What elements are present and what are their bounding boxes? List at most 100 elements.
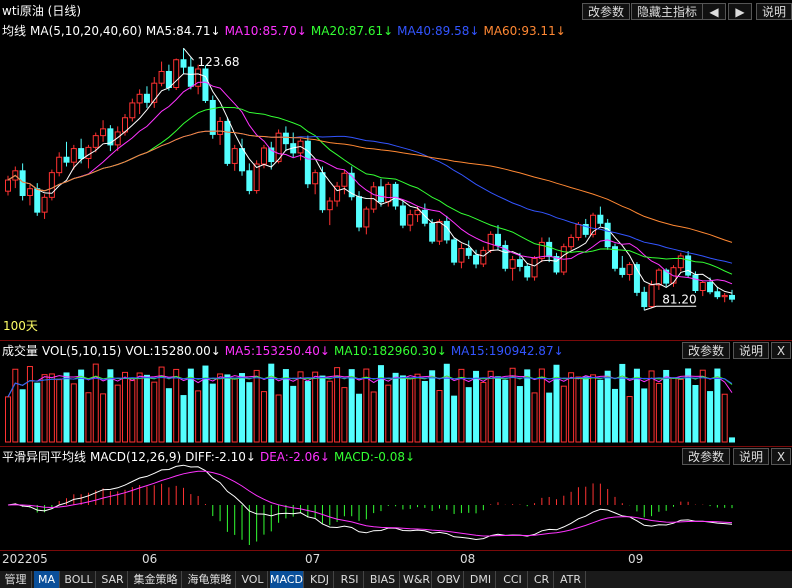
volume-bar bbox=[260, 391, 267, 443]
candle-body bbox=[546, 241, 553, 258]
volume-bar bbox=[41, 374, 48, 443]
candle-body bbox=[348, 172, 355, 198]
toolbar-tab-obv[interactable]: OBV bbox=[434, 571, 464, 588]
window-title: wti原油 (日线) bbox=[2, 4, 82, 18]
volume-bar bbox=[553, 364, 560, 443]
prev-arrow-icon[interactable]: ◀ bbox=[702, 3, 726, 20]
volume-bar bbox=[494, 376, 501, 443]
macd-help-button[interactable]: 说明 bbox=[733, 448, 770, 465]
candle-body bbox=[107, 128, 114, 146]
volume-bar bbox=[143, 374, 150, 443]
candle-body bbox=[180, 59, 187, 68]
volume-bar bbox=[582, 376, 589, 443]
candle-body bbox=[626, 264, 633, 275]
volume-bar bbox=[699, 369, 706, 443]
candle-body bbox=[553, 256, 560, 273]
vol-close-icon[interactable]: X bbox=[771, 342, 791, 359]
candle-body bbox=[443, 220, 450, 241]
volume-bar bbox=[692, 385, 699, 443]
volume-bar bbox=[611, 388, 618, 443]
volume-bar bbox=[224, 374, 231, 443]
candle-body bbox=[611, 246, 618, 269]
candle-body bbox=[663, 269, 670, 284]
volume-legend: 成交量 VOL(5,10,15) VOL:15280.00↓ MA5:153250.4… bbox=[2, 342, 568, 359]
toolbar-tab-wr[interactable]: W&R bbox=[402, 571, 432, 588]
macd-label: 平滑异同平均线 bbox=[2, 450, 87, 464]
vol-help-button[interactable]: 说明 bbox=[733, 342, 770, 359]
volume-bar bbox=[26, 366, 33, 443]
macd-close-icon[interactable]: X bbox=[771, 448, 791, 465]
volume-ma-line bbox=[7, 376, 733, 398]
candle-body bbox=[429, 222, 436, 242]
candle-body bbox=[451, 239, 458, 263]
volume-bar bbox=[399, 375, 406, 443]
toolbar-tab-kdj[interactable]: KDJ bbox=[306, 571, 334, 588]
volume-bar bbox=[158, 366, 165, 443]
toolbar-tab-macd[interactable]: MACD bbox=[270, 571, 304, 588]
volume-bar bbox=[195, 390, 202, 443]
volume-bar bbox=[407, 377, 414, 443]
toolbar-tab-[interactable]: 集金策略 bbox=[130, 571, 182, 588]
vol-label: 成交量 bbox=[2, 344, 39, 358]
volume-bar bbox=[334, 367, 341, 443]
volume-bar bbox=[282, 369, 289, 443]
hide-main-indicator-button[interactable]: 隐藏主指标 bbox=[631, 3, 704, 20]
candle-body bbox=[699, 281, 706, 292]
candle-body bbox=[421, 209, 428, 224]
volume-bar bbox=[685, 368, 692, 443]
toolbar-tab-atr[interactable]: ATR bbox=[556, 571, 586, 588]
candle-body bbox=[209, 99, 216, 135]
toolbar-tab-rsi[interactable]: RSI bbox=[336, 571, 364, 588]
volume-bar bbox=[524, 369, 531, 443]
candle-body bbox=[392, 183, 399, 207]
toolbar-tab-dmi[interactable]: DMI bbox=[466, 571, 496, 588]
candle-body bbox=[531, 257, 538, 278]
volume-bar bbox=[85, 392, 92, 443]
volume-bar bbox=[151, 381, 158, 443]
price-ma40-line bbox=[7, 130, 733, 264]
vol-params-button[interactable]: 改参数 bbox=[682, 342, 731, 359]
candle-body bbox=[480, 249, 487, 265]
volume-bar bbox=[297, 371, 304, 443]
candle-body bbox=[458, 248, 465, 263]
toolbar-tab-[interactable]: 海龟策略 bbox=[184, 571, 236, 588]
legend-ma20: MA20:87.61↓ bbox=[310, 24, 394, 38]
candle-body bbox=[158, 70, 165, 84]
volume-bar bbox=[509, 367, 516, 443]
volume-bar bbox=[5, 396, 11, 443]
toolbar-tab-ma[interactable]: MA bbox=[34, 571, 60, 588]
candle-body bbox=[494, 233, 501, 246]
candle-body bbox=[268, 147, 275, 163]
volume-bar bbox=[729, 437, 735, 443]
volume-bar bbox=[707, 391, 714, 443]
toolbar-tab-cci[interactable]: CCI bbox=[498, 571, 528, 588]
candle-body bbox=[114, 131, 121, 146]
volume-bar bbox=[48, 373, 55, 443]
volume-bar bbox=[370, 391, 377, 443]
candle-body bbox=[473, 254, 480, 265]
candle-body bbox=[363, 208, 370, 228]
next-arrow-icon[interactable]: ▶ bbox=[728, 3, 752, 20]
volume-bar bbox=[560, 385, 567, 443]
date-label: 06 bbox=[142, 552, 158, 566]
change-params-button[interactable]: 改参数 bbox=[582, 3, 631, 20]
toolbar-tab-cr[interactable]: CR bbox=[530, 571, 554, 588]
macd-params-button[interactable]: 改参数 bbox=[682, 448, 731, 465]
help-button[interactable]: 说明 bbox=[756, 3, 792, 20]
candle-body bbox=[597, 214, 604, 224]
date-label: 07 bbox=[305, 552, 321, 566]
toolbar-tab-[interactable]: 管理 bbox=[0, 571, 32, 588]
volume-bar bbox=[377, 365, 384, 443]
macd-dea: DEA:-2.06↓ bbox=[259, 450, 330, 464]
volume-bar bbox=[202, 365, 209, 443]
toolbar-tab-sar[interactable]: SAR bbox=[98, 571, 128, 588]
volume-bar bbox=[34, 382, 41, 443]
toolbar-tab-bias[interactable]: BIAS bbox=[366, 571, 400, 588]
volume-bar bbox=[487, 370, 494, 443]
candle-body bbox=[217, 120, 224, 135]
volume-bar bbox=[19, 389, 26, 443]
toolbar-tab-vol[interactable]: VOL bbox=[238, 571, 268, 588]
volume-bar bbox=[604, 370, 611, 443]
toolbar-tab-boll[interactable]: BOLL bbox=[62, 571, 96, 588]
volume-bar bbox=[326, 380, 333, 443]
